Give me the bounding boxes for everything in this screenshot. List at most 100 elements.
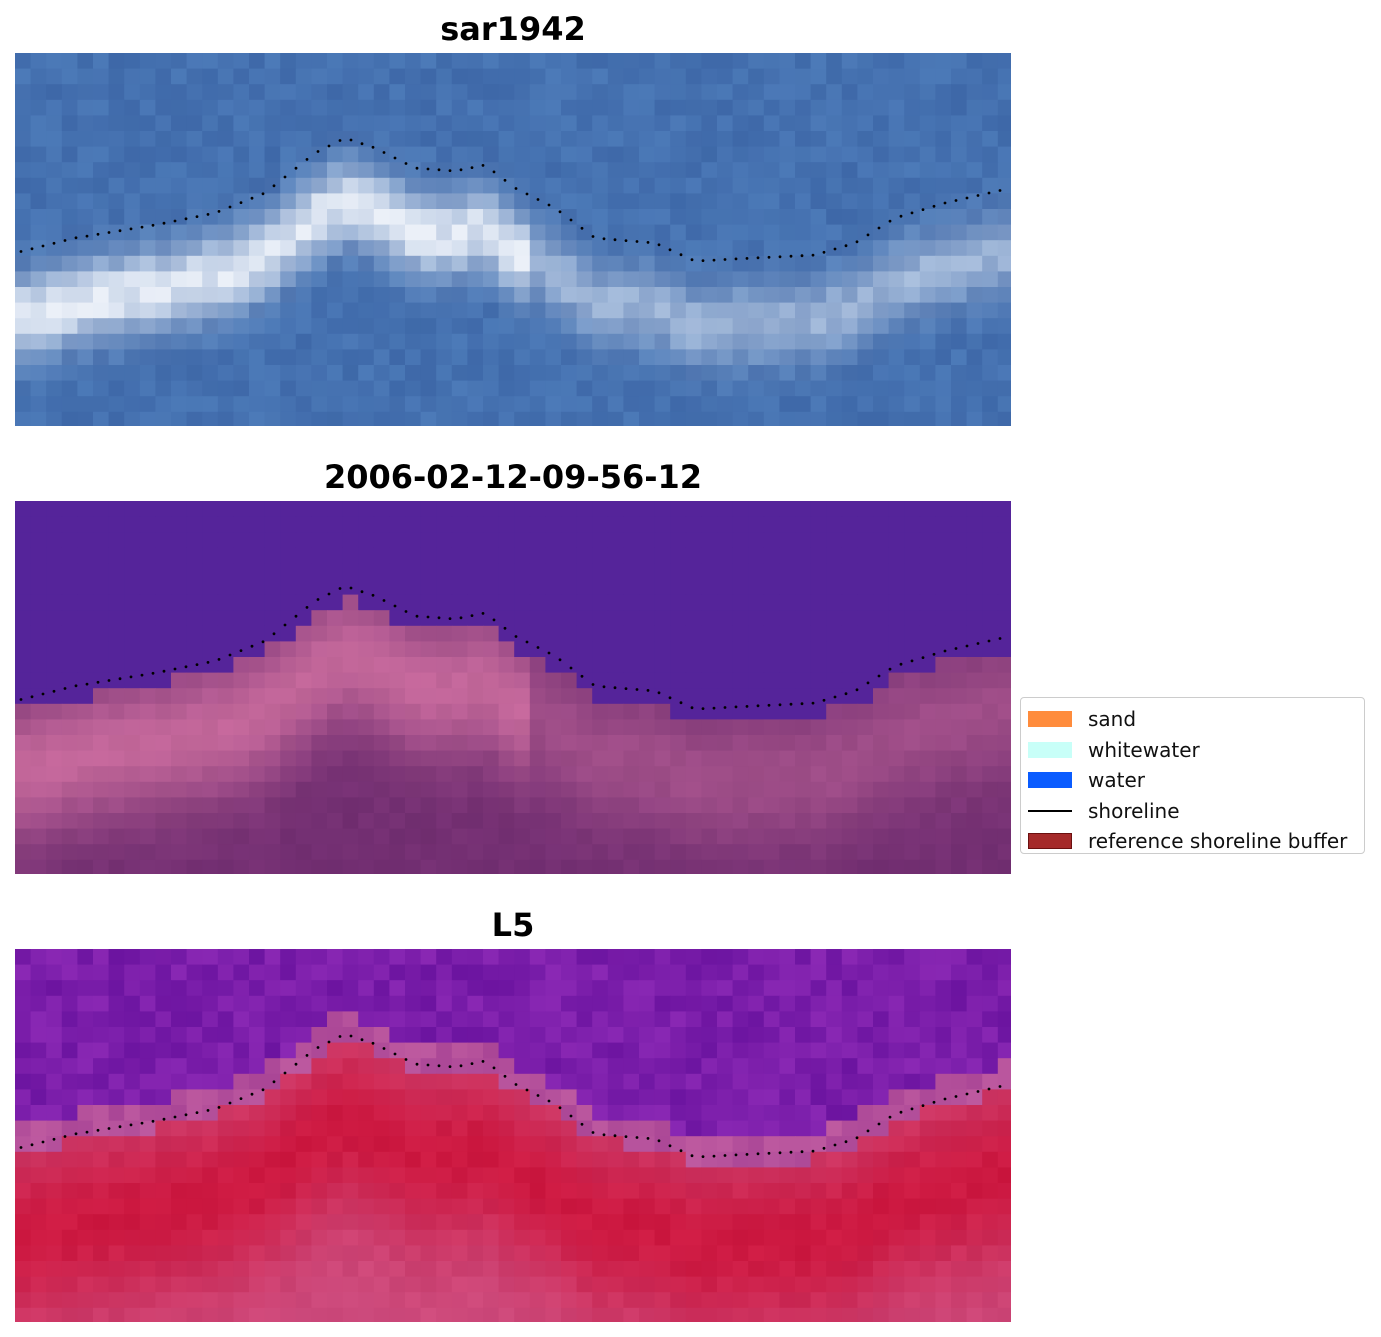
pixel-cell: [982, 516, 999, 533]
shoreline-dot: [679, 253, 683, 257]
pixel-cell: [264, 99, 281, 116]
pixel-cell: [15, 532, 32, 549]
pixel-cell: [857, 516, 874, 533]
pixel-cell: [249, 365, 266, 382]
pixel-cell: [93, 1027, 110, 1044]
pixel-cell: [139, 396, 156, 413]
pixel-cell: [748, 579, 765, 596]
pixel-cell: [373, 781, 390, 798]
pixel-cell: [607, 949, 624, 966]
pixel-cell: [919, 719, 936, 736]
pixel-cell: [639, 131, 656, 148]
pixel-cell: [795, 1089, 812, 1106]
pixel-cell: [420, 209, 437, 226]
pixel-cell: [295, 1042, 312, 1059]
pixel-cell: [61, 1136, 78, 1153]
pixel-cell: [451, 115, 468, 132]
pixel-cell: [15, 719, 32, 736]
pixel-cell: [483, 657, 500, 674]
pixel-cell: [327, 1276, 344, 1293]
pixel-cell: [888, 813, 905, 830]
pixel-cell: [342, 193, 359, 210]
pixel-cell: [436, 781, 453, 798]
pixel-cell: [342, 1214, 359, 1231]
pixel-cell: [685, 501, 702, 518]
pixel-cell: [233, 579, 250, 596]
pixel-cell: [904, 719, 921, 736]
pixel-cell: [77, 797, 94, 814]
pixel-cell: [997, 1198, 1011, 1215]
pixel-cell: [311, 1245, 328, 1262]
pixel-cell: [935, 563, 952, 580]
pixel-cell: [904, 1042, 921, 1059]
pixel-cell: [436, 672, 453, 689]
pixel-cell: [233, 162, 250, 179]
pixel-cell: [717, 1120, 734, 1137]
pixel-cell: [77, 516, 94, 533]
pixel-cell: [795, 1073, 812, 1090]
pixel-cell: [935, 844, 952, 861]
pixel-cell: [904, 396, 921, 413]
pixel-cell: [358, 844, 375, 861]
pixel-cell: [61, 1105, 78, 1122]
pixel-cell: [342, 828, 359, 845]
pixel-cell: [420, 333, 437, 350]
pixel-cell: [873, 146, 890, 163]
pixel-cell: [873, 1027, 890, 1044]
pixel-cell: [311, 1105, 328, 1122]
pixel-cell: [763, 1214, 780, 1231]
pixel-cell: [342, 1136, 359, 1153]
pixel-cell: [795, 99, 812, 116]
pixel-cell: [904, 380, 921, 397]
pixel-cell: [670, 964, 687, 981]
pixel-cell: [997, 1167, 1011, 1184]
pixel-cell: [46, 844, 63, 861]
pixel-cell: [171, 396, 188, 413]
pixel-cell: [826, 84, 843, 101]
pixel-cell: [576, 1073, 593, 1090]
pixel-cell: [779, 501, 796, 518]
pixel-cell: [498, 271, 515, 288]
pixel-cell: [935, 735, 952, 752]
pixel-cell: [61, 719, 78, 736]
classified-image: [15, 501, 1011, 874]
pixel-cell: [186, 672, 203, 689]
pixel-cell: [935, 1198, 952, 1215]
pixel-cell: [561, 271, 578, 288]
pixel-cell: [873, 1198, 890, 1215]
pixel-cell: [93, 1261, 110, 1278]
pixel-cell: [483, 1105, 500, 1122]
pixel-cell: [873, 1307, 890, 1322]
pixel-cell: [467, 1120, 484, 1137]
pixel-cell: [358, 209, 375, 226]
pixel-cell: [670, 99, 687, 116]
pixel-cell: [701, 579, 718, 596]
pixel-cell: [717, 995, 734, 1012]
pixel-cell: [483, 641, 500, 658]
pixel-cell: [592, 1089, 609, 1106]
shoreline-dot: [217, 210, 221, 213]
pixel-cell: [171, 766, 188, 783]
pixel-cell: [717, 703, 734, 720]
pixel-cell: [124, 365, 141, 382]
shoreline-dot: [30, 695, 34, 699]
pixel-cell: [748, 672, 765, 689]
pixel-cell: [514, 672, 531, 689]
pixel-cell: [951, 594, 968, 611]
pixel-cell: [810, 828, 827, 845]
pixel-cell: [46, 625, 63, 642]
pixel-cell: [888, 1307, 905, 1322]
pixel-cell: [46, 735, 63, 752]
pixel-cell: [561, 380, 578, 397]
shoreline-dot: [690, 706, 694, 710]
pixel-cell: [763, 209, 780, 226]
pixel-cell: [436, 99, 453, 116]
pixel-cell: [373, 162, 390, 179]
pixel-cell: [280, 610, 297, 627]
pixel-cell: [61, 1183, 78, 1200]
shoreline-dot: [888, 1115, 892, 1119]
pixel-cell: [15, 115, 32, 132]
pixel-cell: [670, 672, 687, 689]
pixel-cell: [732, 949, 749, 966]
pixel-cell: [327, 688, 344, 705]
